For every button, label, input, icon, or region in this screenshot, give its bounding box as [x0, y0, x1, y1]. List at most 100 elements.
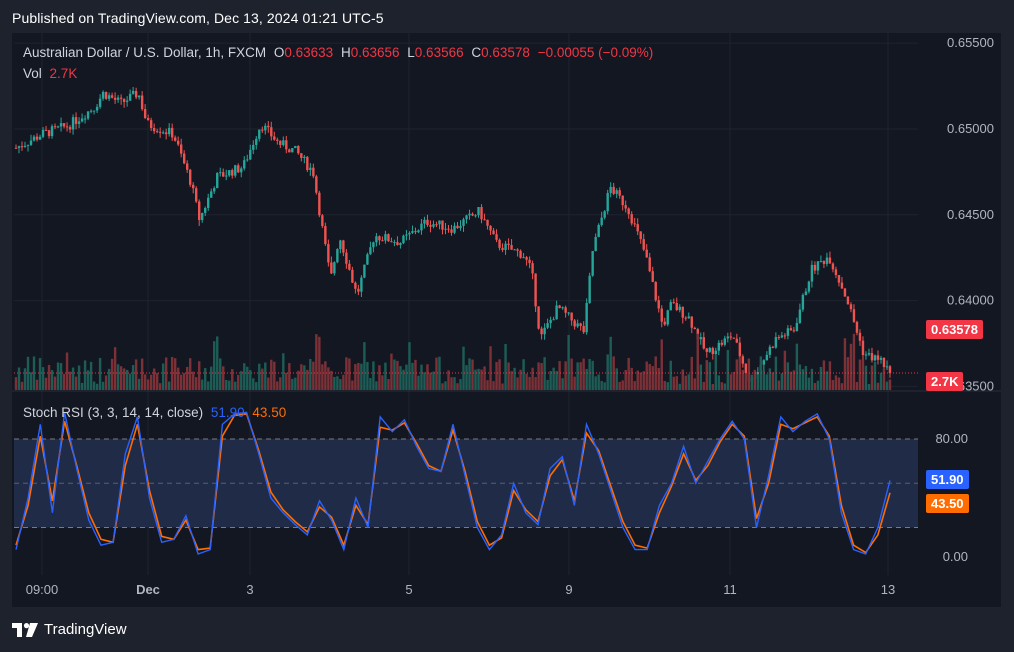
volume-bar: [597, 374, 600, 390]
volume-bar: [489, 346, 492, 390]
volume-bar: [627, 357, 630, 390]
volume-bar: [711, 383, 714, 390]
chart-frame[interactable]: 0.65500 0.65000 0.64500 0.64000 0.63500 80.00…: [12, 33, 1001, 607]
volume-bar: [435, 357, 438, 390]
candle-body: [780, 335, 784, 338]
candle-body: [513, 249, 516, 251]
candle-body: [246, 159, 249, 161]
volume-bar: [234, 381, 237, 390]
volume-bar: [480, 369, 483, 390]
candle-body: [768, 346, 772, 355]
candle-body: [396, 242, 399, 246]
candle-body: [89, 110, 93, 112]
volume-label: Vol: [23, 66, 42, 81]
volume-bar: [408, 342, 411, 390]
volume-bar: [486, 380, 489, 390]
volume-legend: Vol 2.7K: [23, 66, 77, 81]
candle-body: [450, 229, 453, 233]
candle-body: [140, 95, 144, 110]
volume-bar: [762, 370, 766, 390]
volume-bar: [255, 382, 258, 390]
volume-bar: [633, 381, 636, 390]
volume-bar: [729, 374, 733, 390]
open-value: 0.63633: [284, 45, 334, 60]
candle-body: [714, 350, 718, 355]
volume-bar: [279, 377, 282, 390]
volume-bar: [423, 372, 426, 390]
volume-bar: [131, 365, 135, 390]
candle-body: [543, 327, 546, 335]
volume-bar: [498, 359, 501, 390]
volume-bar: [414, 359, 417, 390]
volume-bar: [786, 362, 790, 390]
chart-svg[interactable]: 0.655000.650000.645000.640000.6350080.00…: [12, 33, 1001, 607]
candle-body: [164, 132, 168, 135]
volume-bar: [146, 379, 150, 390]
candle-body: [558, 305, 561, 309]
candle-body: [858, 332, 862, 341]
candle-body: [855, 321, 859, 333]
candle-body: [71, 117, 75, 130]
tradingview-logo[interactable]: TradingView: [12, 621, 127, 638]
candle-body: [354, 282, 357, 289]
volume-bar: [717, 375, 721, 390]
volume-bar: [858, 359, 862, 390]
candle-body: [432, 224, 435, 227]
volume-bar: [738, 357, 742, 390]
volume-bar: [95, 383, 99, 390]
candle-body: [429, 225, 432, 227]
candle-body: [684, 317, 687, 319]
stoch-rsi-legend[interactable]: Stoch RSI (3, 3, 14, 14, close) 51.90 43…: [23, 405, 286, 420]
volume-bar: [405, 364, 408, 390]
time-axis-tick-label: 3: [246, 582, 253, 597]
candle-body: [735, 338, 739, 343]
volume-bar: [333, 376, 336, 390]
volume-bar: [465, 365, 468, 390]
volume-bar: [756, 374, 760, 390]
volume-bar: [747, 358, 751, 390]
candle-body: [23, 145, 27, 147]
volume-bar: [167, 381, 171, 390]
volume-bar: [876, 382, 880, 390]
candle-body: [636, 224, 639, 232]
volume-bar: [660, 339, 663, 390]
candle-body: [315, 176, 318, 193]
volume-bar: [813, 382, 817, 390]
price-legend: Australian Dollar / U.S. Dollar, 1h, FXC…: [23, 45, 653, 60]
candle-body: [552, 319, 555, 321]
volume-bar: [110, 358, 114, 390]
candle-body: [125, 100, 129, 102]
candle-body: [267, 125, 270, 128]
candle-body: [834, 269, 838, 276]
candle-body: [603, 211, 606, 218]
volume-bar: [14, 377, 18, 390]
candle-body: [56, 126, 60, 128]
volume-bar: [264, 362, 267, 390]
volume-bar: [666, 382, 669, 390]
candle-body: [116, 97, 120, 100]
volume-bar: [420, 364, 423, 390]
candle-body: [420, 223, 423, 231]
volume-bar: [249, 370, 252, 390]
volume-bar: [885, 381, 889, 390]
candle-body: [357, 288, 360, 292]
candle-body: [801, 294, 805, 310]
candle-body: [195, 188, 198, 202]
candle-body: [333, 262, 336, 274]
candle-body: [312, 167, 315, 177]
volume-bar: [831, 379, 835, 390]
volume-bar: [173, 358, 177, 390]
volume-bar: [261, 368, 264, 390]
volume-tag: 2.7K: [926, 372, 964, 391]
candle-body: [131, 90, 135, 94]
volume-bar: [339, 379, 342, 390]
symbol-label[interactable]: Australian Dollar / U.S. Dollar, 1h, FXC…: [23, 45, 267, 60]
volume-bar: [188, 358, 192, 390]
candle-body: [711, 347, 714, 355]
candle-body: [59, 123, 63, 127]
volume-bar: [429, 372, 432, 390]
volume-bar: [134, 359, 138, 390]
volume-bar: [816, 380, 820, 390]
volume-bar: [732, 371, 736, 390]
candle-body: [149, 120, 153, 128]
